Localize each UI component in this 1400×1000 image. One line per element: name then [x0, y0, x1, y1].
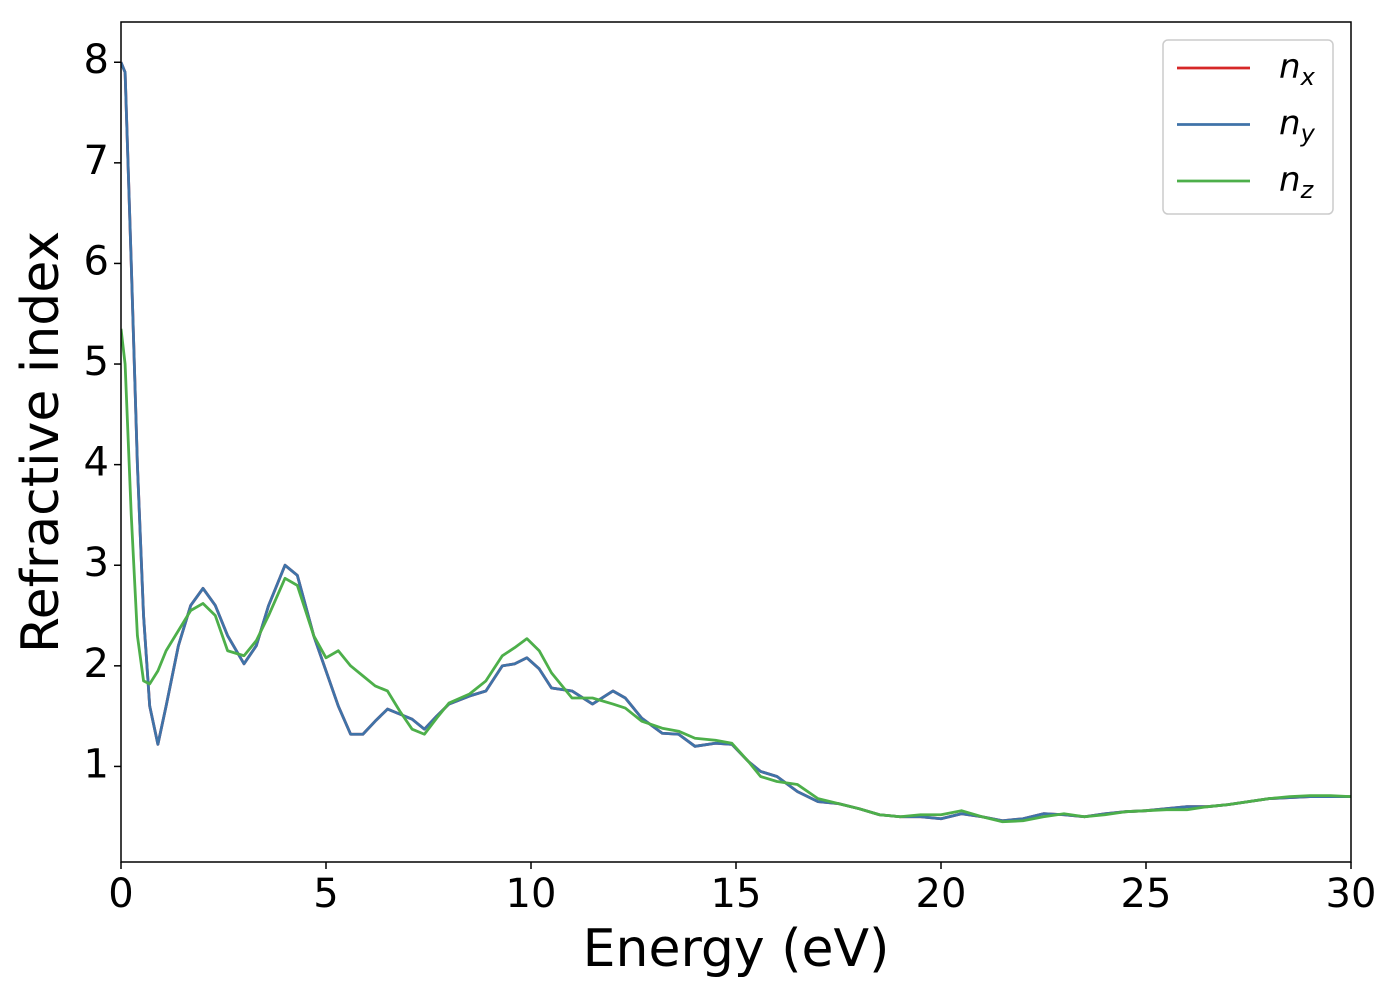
y-tick-label: 2	[84, 641, 109, 687]
y-tick-label: 8	[84, 37, 109, 83]
x-tick-label: 20	[916, 871, 967, 917]
legend-box	[1162, 39, 1334, 215]
legend: nx ny nz	[1162, 39, 1334, 215]
y-tick-label: 6	[84, 238, 109, 284]
y-tick-label: 5	[84, 339, 109, 385]
x-tick-label: 5	[313, 871, 338, 917]
legend-label: nz	[1279, 160, 1315, 205]
x-axis-label: Energy (eV)	[583, 919, 890, 979]
series-line	[121, 328, 1351, 824]
plot-frame	[120, 21, 1352, 863]
legend-label: ny	[1279, 103, 1316, 148]
y-tick-label: 7	[84, 138, 109, 184]
plot-lines	[121, 61, 1351, 824]
x-tick-label: 30	[1326, 871, 1377, 917]
y-tick-label: 3	[84, 540, 109, 586]
legend-label: nx	[1279, 47, 1316, 92]
x-tick-label: 25	[1121, 871, 1172, 917]
y-tick-label: 4	[84, 440, 109, 486]
x-tick-label: 10	[506, 871, 557, 917]
y-tick-label: 1	[84, 741, 109, 787]
x-tick-label: 0	[108, 871, 133, 917]
y-axis-label: Refractive index	[11, 231, 71, 653]
x-tick-label: 15	[711, 871, 762, 917]
